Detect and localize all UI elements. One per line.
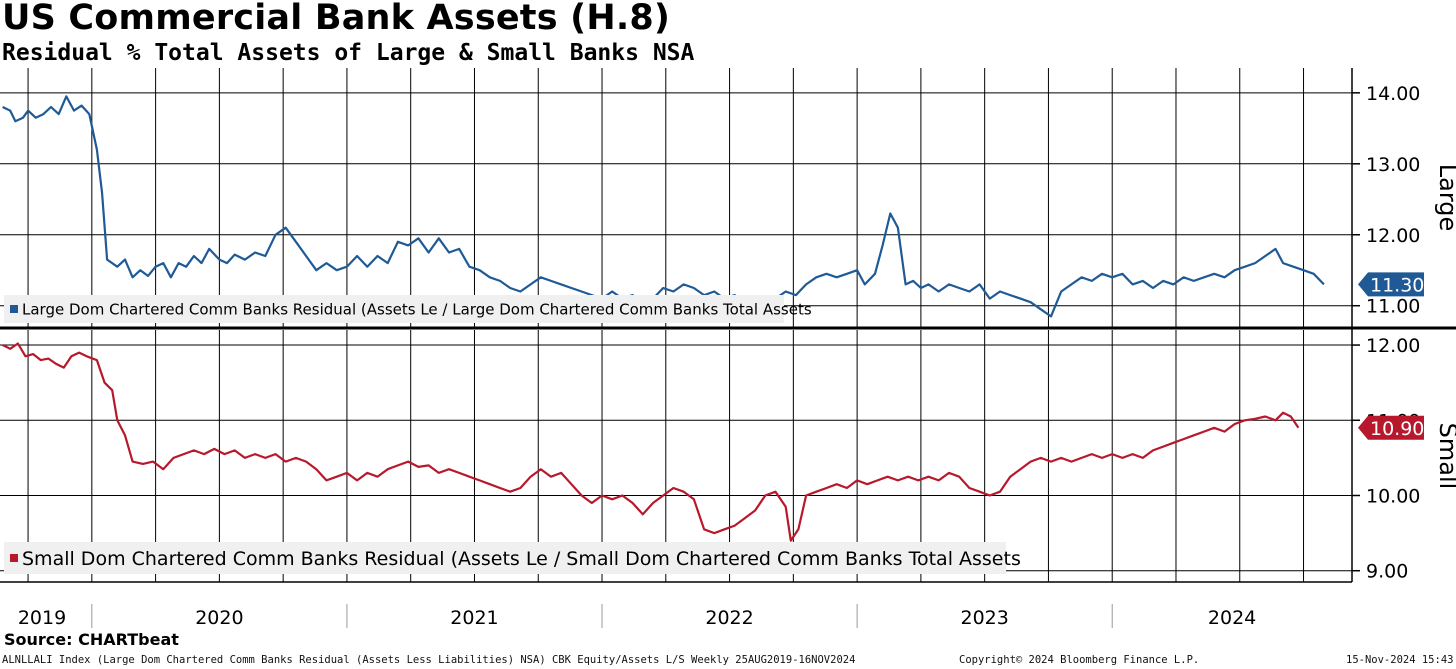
x-tick-label-year: 2023 [960,607,1008,629]
small-y-tick-label: 12.00 [1366,335,1420,357]
chart-title: US Commercial Bank Assets (H.8) [2,0,671,38]
large-last-value-label: 11.30 [1370,274,1424,296]
small-last-value-label: 10.90 [1370,418,1424,440]
large-panel: 11.00 12.00 13.00 14.00 11.30 Large [0,83,1456,318]
large-legend: Large Dom Chartered Comm Banks Residual … [4,295,812,323]
footer-description: ALNLLALI Index (Large Dom Chartered Comm… [2,654,856,666]
x-axis-labels: 2019 2020 2021 2022 2023 2024 [18,604,1256,629]
x-tick-label-year: 2019 [18,607,66,629]
x-tick-label-year: 2024 [1208,607,1256,629]
small-last-value-flag: 10.90 [1358,415,1424,440]
large-legend-swatch [10,305,18,313]
small-legend-bg [4,542,1006,574]
large-legend-bg [4,295,784,323]
large-y-tick-label: 11.00 [1366,296,1420,318]
large-series-line [2,95,1325,318]
chart-subtitle: Residual % Total Assets of Large & Small… [2,40,695,66]
small-series-line [2,342,1300,542]
x-tick-label-year: 2021 [450,607,498,629]
small-legend: Small Dom Chartered Comm Banks Residual … [4,542,1021,574]
source-note: Source: CHARTbeat [4,630,179,649]
large-legend-label: Large Dom Chartered Comm Banks Residual … [22,300,812,318]
small-y-tick-label: 10.00 [1366,485,1420,507]
footer-copyright: Copyright© 2024 Bloomberg Finance L.P. [959,654,1200,666]
large-y-tick-label: 12.00 [1366,225,1420,247]
small-legend-label: Small Dom Chartered Comm Banks Residual … [22,548,1021,570]
large-y-tick-label: 13.00 [1366,154,1420,176]
small-y-tick-label: 9.00 [1366,561,1408,583]
small-last-value-bg [1358,415,1424,440]
small-axis-label: Small [1434,423,1456,490]
x-tick-label-year: 2022 [705,607,753,629]
large-last-value-flag: 11.30 [1358,272,1424,297]
small-legend-swatch [10,554,18,562]
gridlines [27,68,1305,582]
footer-timestamp: 15-Nov-2024 15:43:28 [1346,654,1456,666]
large-last-value-bg [1358,272,1424,297]
large-axis-label: Large [1434,164,1456,232]
x-tick-label-year: 2020 [195,607,243,629]
large-y-tick-label: 14.00 [1366,83,1420,105]
